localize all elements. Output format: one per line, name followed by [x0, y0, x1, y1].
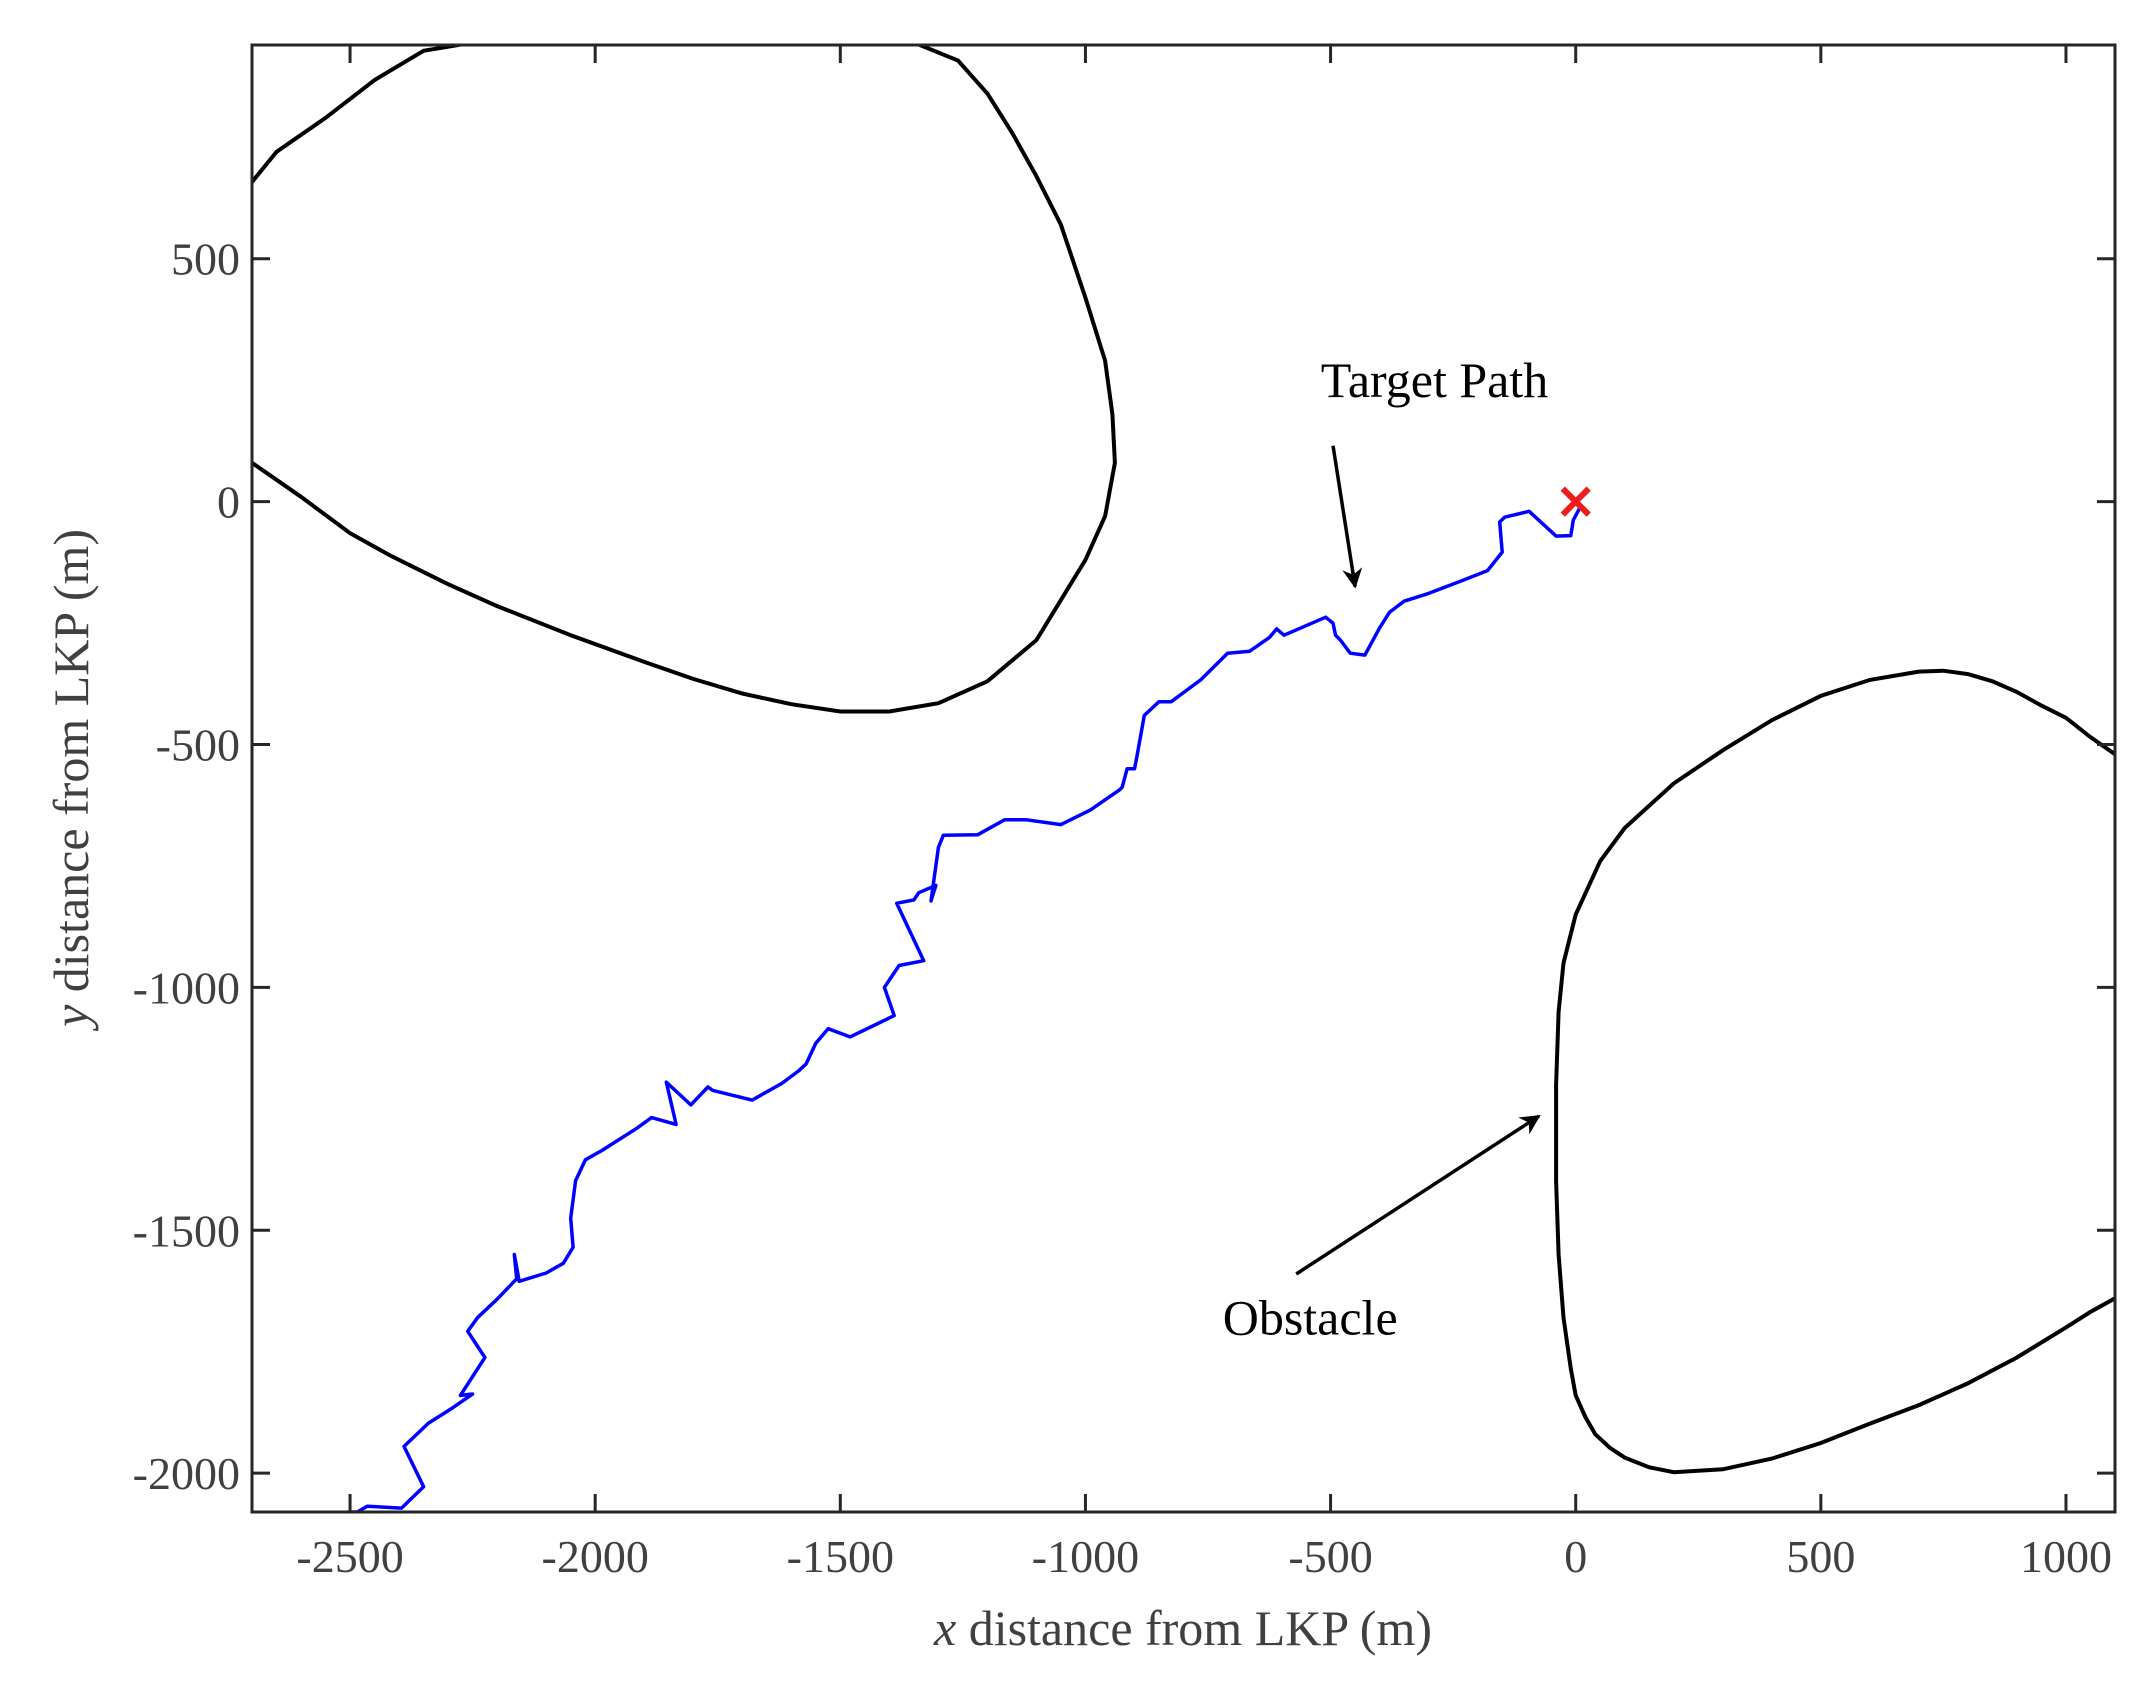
y-tick-label: -2000	[133, 1448, 240, 1499]
x-tick-label: -2000	[542, 1531, 649, 1582]
annotations: Target Path Obstacle	[1223, 352, 1549, 1346]
obstacle-upper-left	[252, 45, 1117, 714]
y-tick-label: 0	[217, 477, 240, 528]
x-tick-label: -500	[1288, 1531, 1372, 1582]
x-axis-label-var: x	[933, 1600, 956, 1656]
y-axis-label-var: y	[43, 1004, 99, 1032]
y-tick-label: -1500	[133, 1205, 240, 1256]
target-path-line	[347, 505, 1583, 1512]
y-tick-label: -500	[156, 719, 240, 770]
x-tick-label: 0	[1564, 1531, 1587, 1582]
annotation-arrow-target-path	[1331, 445, 1363, 589]
x-tick-label: -1500	[787, 1531, 894, 1582]
y-tick-labels: 500 0 -500 -1000 -1500 -2000	[133, 234, 240, 1499]
x-tick-labels: -2500 -2000 -1500 -1000 -500 0 500 1000	[296, 1531, 2112, 1582]
plot-area	[252, 45, 2115, 1512]
axis-ticks	[252, 45, 2115, 1512]
x-tick-label: 500	[1786, 1531, 1855, 1582]
plot-frame	[250, 43, 2117, 1514]
x-axis-label: x distance from LKP (m)	[933, 1600, 1432, 1656]
y-axis-label: y distance from LKP (m)	[43, 529, 99, 1032]
obstacle-lower-right	[1554, 668, 2115, 1475]
y-axis-label-rest: distance from LKP (m)	[43, 529, 99, 1005]
x-axis-label-rest: distance from LKP (m)	[956, 1600, 1432, 1656]
annotation-target-path: Target Path	[1321, 352, 1548, 408]
x-tick-label: -1000	[1032, 1531, 1139, 1582]
x-tick-label: 1000	[2020, 1531, 2112, 1582]
y-tick-label: -1000	[133, 962, 240, 1013]
annotation-obstacle: Obstacle	[1223, 1290, 1398, 1346]
y-tick-label: 500	[171, 234, 240, 285]
lkp-marker	[1560, 486, 1591, 517]
x-tick-label: -2500	[296, 1531, 403, 1582]
lkp-marker-stroke-b	[1560, 486, 1591, 517]
annotation-arrow-obstacle	[1295, 1114, 1541, 1276]
